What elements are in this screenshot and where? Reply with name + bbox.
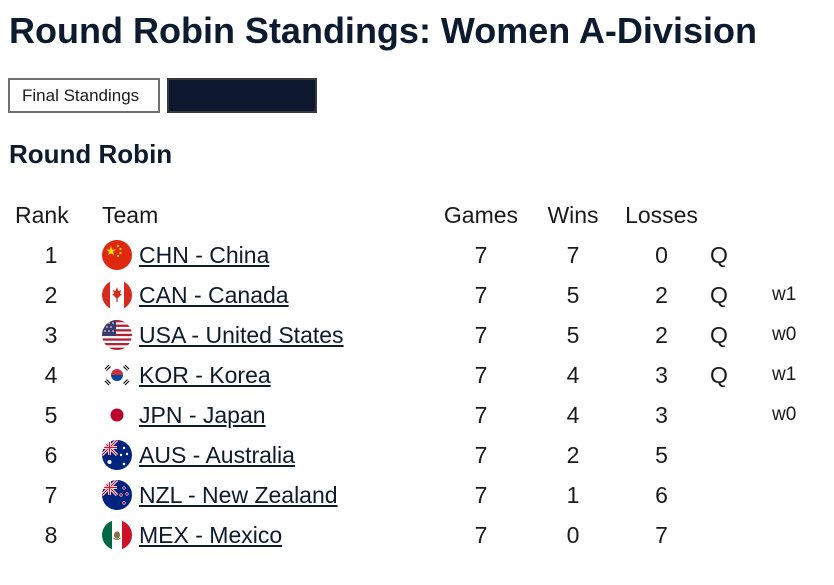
games-cell: 7	[474, 281, 488, 308]
wins-cell: 5	[566, 281, 580, 308]
qualified-cell: Q	[710, 241, 728, 268]
rank-cell: 4	[44, 361, 58, 388]
canada-flag-icon	[102, 280, 132, 310]
games-cell: 7	[474, 521, 488, 548]
team-link[interactable]: USA - United States	[139, 321, 344, 348]
team-link[interactable]: AUS - Australia	[139, 441, 295, 468]
team-cell: AUS - Australia	[102, 435, 429, 475]
rank-header: Rank	[15, 201, 69, 228]
korea-flag-icon	[102, 360, 132, 390]
games-cell: 7	[474, 441, 488, 468]
wins-cell: 4	[566, 361, 580, 388]
rank-cell: 1	[44, 241, 58, 268]
wins-cell: 7	[566, 241, 580, 268]
losses-cell: 5	[655, 441, 668, 468]
team-cell: CAN - Canada	[102, 275, 429, 315]
games-header: Games	[443, 201, 519, 228]
tiebreak-cell	[772, 475, 834, 515]
team-cell: JPN - Japan	[102, 395, 429, 435]
wins-cell: 2	[566, 441, 580, 468]
tiebreak-cell	[772, 515, 834, 555]
losses-cell: 6	[655, 481, 668, 508]
final-standings-tab[interactable]: Final Standings	[8, 78, 160, 113]
rank-cell: 8	[44, 521, 58, 548]
mexico-flag-icon	[102, 520, 132, 550]
team-cell: NZL - New Zealand	[102, 475, 429, 515]
losses-cell: 3	[655, 361, 668, 388]
games-cell: 7	[474, 401, 488, 428]
tiebreak-cell	[772, 435, 834, 475]
losses-cell: 2	[655, 321, 668, 348]
team-header: Team	[102, 201, 159, 228]
team-cell: MEX - Mexico	[102, 515, 429, 555]
wins-cell: 5	[566, 321, 580, 348]
team-link[interactable]: MEX - Mexico	[139, 521, 283, 548]
tiebreak-cell: w0	[772, 404, 797, 425]
rank-cell: 5	[44, 401, 58, 428]
china-flag-icon	[102, 240, 132, 270]
new-zealand-flag-icon	[102, 480, 132, 510]
rank-cell: 3	[44, 321, 58, 348]
tiebreak-header	[772, 195, 834, 235]
team-link[interactable]: JPN - Japan	[139, 401, 266, 428]
rank-cell: 7	[44, 481, 58, 508]
wins-cell: 1	[566, 481, 580, 508]
losses-cell: 3	[655, 401, 668, 428]
table-row: 2 CAN - Canada 7 5 2 Q w1	[0, 275, 834, 315]
usa-flag-icon	[102, 320, 132, 350]
page-title: Round Robin Standings: Women A-Division	[9, 10, 757, 51]
losses-header: Losses	[625, 201, 698, 228]
table-row: 3 USA	[0, 315, 834, 355]
team-link[interactable]: NZL - New Zealand	[139, 481, 338, 508]
rank-cell: 2	[44, 281, 58, 308]
wins-cell: 4	[566, 401, 580, 428]
team-cell: USA - United States	[102, 315, 429, 355]
qualified-cell	[710, 395, 772, 435]
team-cell: CHN - China	[102, 235, 429, 275]
standings-tabs: Final Standings	[8, 78, 317, 113]
team-cell: KOR - Korea	[102, 355, 429, 395]
team-link[interactable]: CHN - China	[139, 241, 270, 268]
losses-cell: 0	[655, 241, 668, 268]
rank-cell: 6	[44, 441, 58, 468]
qualified-cell	[710, 435, 772, 475]
qualified-cell	[710, 515, 772, 555]
table-row: 6 AUS - Australia	[0, 435, 834, 475]
team-link[interactable]: KOR - Korea	[139, 361, 271, 388]
table-row: 4	[0, 355, 834, 395]
tiebreak-cell: w1	[772, 284, 797, 305]
table-row: 5 JPN - Japan 7 4 3 w0	[0, 395, 834, 435]
losses-cell: 7	[655, 521, 668, 548]
qualified-cell: Q	[710, 321, 728, 348]
losses-cell: 2	[655, 281, 668, 308]
wins-header: Wins	[547, 201, 599, 228]
standings-table: Rank Team Games Wins Losses 1	[0, 195, 834, 555]
tiebreak-cell: w1	[772, 364, 797, 385]
australia-flag-icon	[102, 440, 132, 470]
qualified-cell: Q	[710, 281, 728, 308]
table-header-row: Rank Team Games Wins Losses	[0, 195, 834, 235]
tiebreak-cell	[772, 235, 834, 275]
games-cell: 7	[474, 481, 488, 508]
wins-cell: 0	[566, 521, 580, 548]
tiebreak-cell: w0	[772, 324, 797, 345]
section-title: Round Robin	[9, 139, 173, 169]
table-row: 1 CHN - China 7 7 0 Q	[0, 235, 834, 275]
qualified-cell: Q	[710, 361, 728, 388]
japan-flag-icon	[102, 400, 132, 430]
games-cell: 7	[474, 241, 488, 268]
table-row: 8 MEX - Mexico 7 0 7	[0, 515, 834, 555]
games-cell: 7	[474, 321, 488, 348]
team-link[interactable]: CAN - Canada	[139, 281, 289, 308]
qualified-cell	[710, 475, 772, 515]
qualified-header	[710, 195, 772, 235]
round-robin-tab[interactable]	[167, 78, 317, 113]
games-cell: 7	[474, 361, 488, 388]
table-row: 7 NZL	[0, 475, 834, 515]
